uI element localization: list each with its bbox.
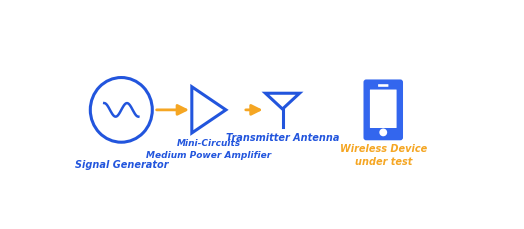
Text: Transmitter Antenna: Transmitter Antenna: [226, 134, 339, 144]
Text: Mini-Circuits
Medium Power Amplifier: Mini-Circuits Medium Power Amplifier: [146, 139, 271, 160]
FancyBboxPatch shape: [364, 79, 403, 140]
Circle shape: [379, 128, 387, 136]
Polygon shape: [192, 87, 226, 133]
FancyBboxPatch shape: [378, 84, 388, 87]
Polygon shape: [266, 93, 300, 109]
FancyBboxPatch shape: [370, 90, 397, 128]
Text: Signal Generator: Signal Generator: [74, 160, 168, 170]
Text: Wireless Device
under test: Wireless Device under test: [340, 144, 427, 167]
